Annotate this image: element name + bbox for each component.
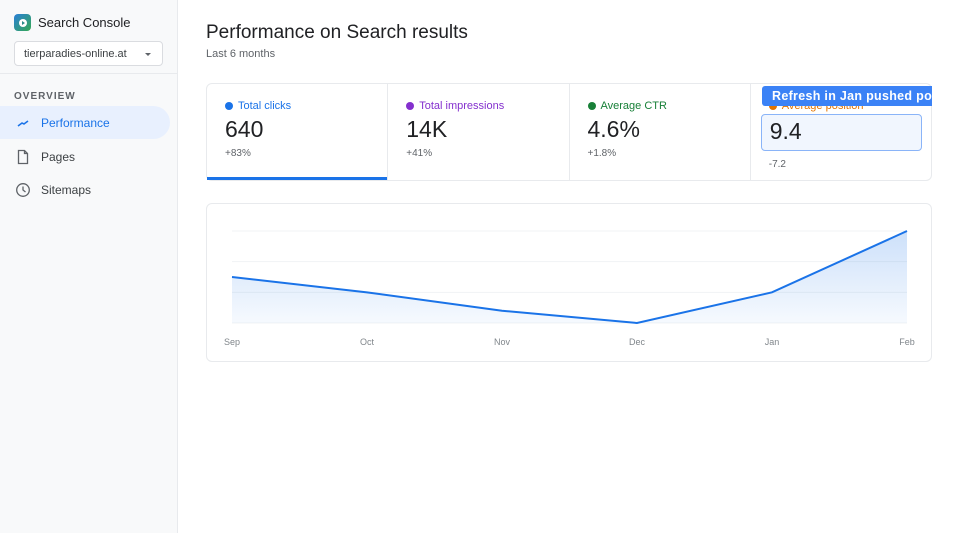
- metric-value: 14K: [406, 116, 448, 142]
- sidebar-item-performance[interactable]: Performance: [0, 106, 170, 139]
- metric-change: +1.8%: [587, 148, 617, 159]
- area-fill: [232, 231, 907, 323]
- app-name: Search Console: [38, 15, 131, 30]
- metric-card-clicks[interactable]: Total clicks 640 +83%: [207, 84, 389, 180]
- sidebar-item-pages[interactable]: Pages: [0, 140, 170, 173]
- x-tick-label: Sep: [224, 337, 240, 347]
- caret-down-icon: [145, 53, 151, 56]
- divider: [0, 73, 178, 74]
- dot-icon: [406, 102, 415, 110]
- metric-label: Total impressions: [419, 100, 505, 112]
- search-console-logo-icon: [14, 14, 31, 31]
- property-selector[interactable]: tierparadies-online.at: [14, 41, 163, 66]
- dot-icon: [768, 102, 777, 110]
- annotation-tooltip: Refresh in Jan pushed po: [762, 86, 932, 106]
- x-tick-label: Nov: [494, 337, 511, 347]
- metric-card-impressions[interactable]: Total impressions 14K +41%: [388, 84, 570, 180]
- x-tick-label: Feb: [899, 337, 915, 347]
- clock-icon: [16, 182, 30, 197]
- sidebar-item-sitemaps[interactable]: Sitemaps: [0, 173, 170, 206]
- sidebar-item-label: Performance: [41, 115, 110, 130]
- sidebar-item-label: Sitemaps: [41, 182, 92, 197]
- page-title: Performance on Search results: [206, 22, 468, 43]
- sidebar: Search Console tierparadies-online.at OV…: [0, 0, 178, 533]
- metric-value: 640: [225, 116, 264, 142]
- series-line: [231, 230, 908, 325]
- dot-icon: [225, 102, 233, 110]
- brand[interactable]: Search Console: [14, 14, 131, 31]
- metric-cards: Total clicks 640 +83% Total impressions …: [206, 83, 932, 181]
- section-overview: OVERVIEW: [14, 91, 76, 102]
- x-tick-label: Oct: [360, 337, 375, 347]
- date-range: Last 6 months: [206, 48, 276, 60]
- metric-card-ctr[interactable]: Average CTR 4.6% +1.8%: [570, 84, 751, 180]
- sidebar-item-label: Pages: [41, 149, 76, 164]
- metric-label: Total clicks: [238, 100, 292, 112]
- metric-value-edit-field[interactable]: 9.4: [760, 114, 922, 151]
- trend-icon: [17, 119, 29, 127]
- performance-chart: Sep Oct Nov Dec Jan Feb: [206, 203, 932, 362]
- page-icon: [17, 149, 29, 164]
- metric-label: Average CTR: [600, 100, 667, 112]
- chart-svg: Sep Oct Nov Dec Jan Feb: [224, 230, 915, 347]
- metric-change: -7.2: [768, 159, 786, 170]
- x-tick-label: Jan: [765, 337, 780, 347]
- metric-change: +83%: [225, 148, 251, 159]
- property-name: tierparadies-online.at: [24, 48, 127, 60]
- metric-card-position[interactable]: Average position 9.4 -7.2: [751, 84, 931, 180]
- metric-change: +41%: [406, 148, 433, 159]
- metric-value: 4.6%: [587, 116, 640, 142]
- x-tick-label: Dec: [629, 337, 646, 347]
- dot-icon: [587, 102, 596, 110]
